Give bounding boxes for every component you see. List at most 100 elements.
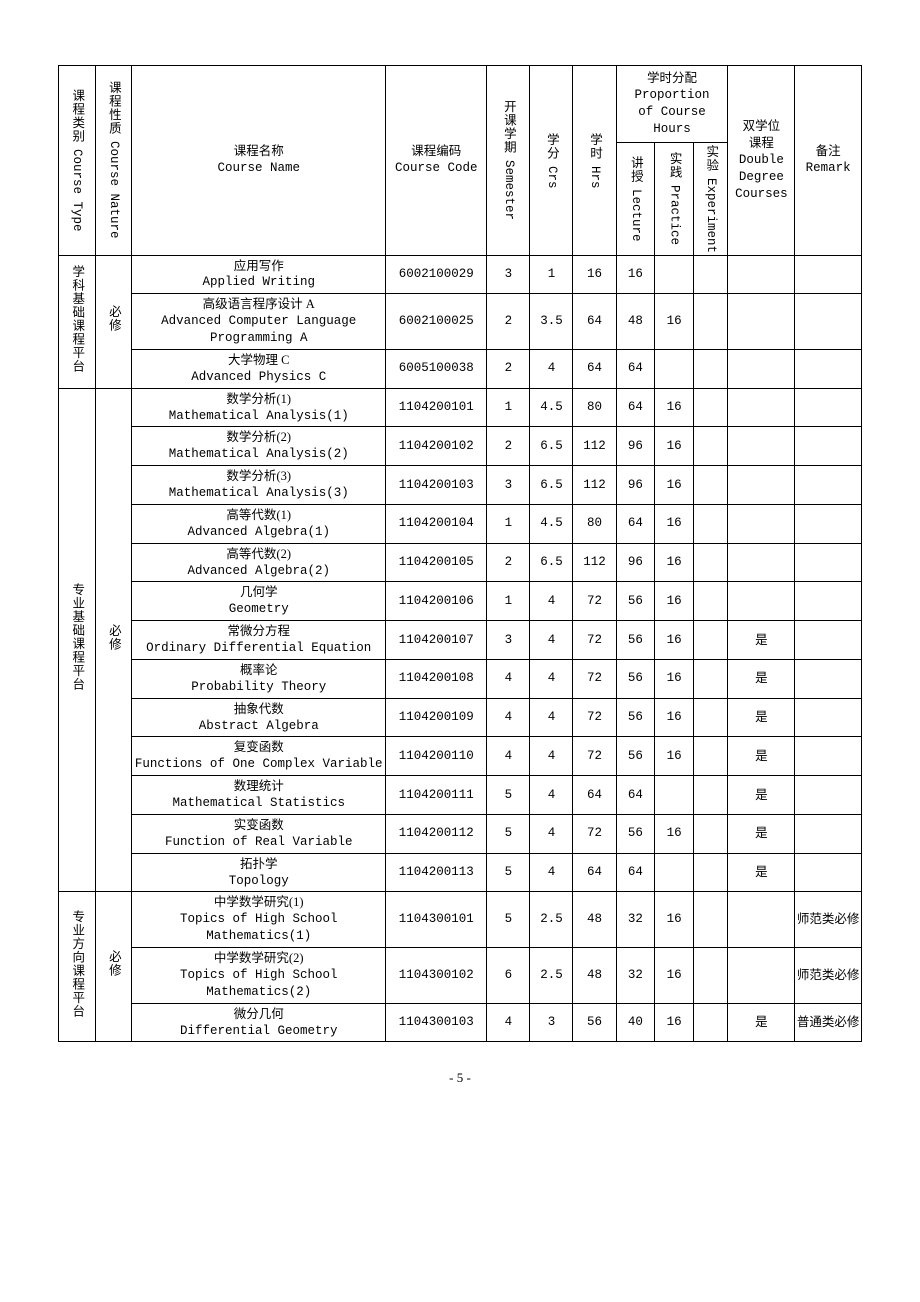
cell-semester: 5 (487, 853, 530, 892)
hdr-hrs: 学时 Hrs (573, 66, 616, 256)
cell-remark (795, 698, 862, 737)
cell-double-degree (728, 466, 795, 505)
cell-crs: 3 (530, 1003, 573, 1042)
cell-practice: 16 (655, 466, 694, 505)
cell-crs: 4 (530, 349, 573, 388)
cell-crs: 4 (530, 659, 573, 698)
table-row: 实变函数Function of Real Variable11042001125… (59, 814, 862, 853)
cell-hrs: 48 (573, 948, 616, 1004)
course-type-label: 专业基础课程平台 (68, 583, 85, 691)
table-row: 高级语言程序设计 AAdvanced Computer Language Pro… (59, 294, 862, 350)
cell-course-code: 1104200111 (386, 776, 487, 815)
cell-remark (795, 853, 862, 892)
cell-lecture: 16 (616, 255, 655, 294)
table-row: 抽象代数Abstract Algebra110420010944725616是 (59, 698, 862, 737)
cell-experiment (694, 948, 728, 1004)
cell-experiment (694, 659, 728, 698)
cell-practice: 16 (655, 582, 694, 621)
cell-lecture: 96 (616, 466, 655, 505)
cell-practice: 16 (655, 1003, 694, 1042)
cell-lecture: 56 (616, 737, 655, 776)
cell-course-code: 6005100038 (386, 349, 487, 388)
cell-course-name: 高级语言程序设计 AAdvanced Computer Language Pro… (132, 294, 386, 350)
cell-crs: 6.5 (530, 543, 573, 582)
cell-course-name: 数学分析(2)Mathematical Analysis(2) (132, 427, 386, 466)
cell-practice (655, 349, 694, 388)
cell-course-nature: 必修 (95, 388, 132, 892)
cell-course-code: 1104200101 (386, 388, 487, 427)
hdr-semester: 开课学期 Semester (487, 66, 530, 256)
cell-course-code: 6002100029 (386, 255, 487, 294)
cell-double-degree (728, 948, 795, 1004)
cell-double-degree (728, 255, 795, 294)
cell-crs: 4 (530, 698, 573, 737)
course-name-cn: 拓扑学 (133, 856, 384, 873)
cell-experiment (694, 814, 728, 853)
table-body: 学科基础课程平台必修应用写作Applied Writing60021000293… (59, 255, 862, 1042)
cell-semester: 5 (487, 814, 530, 853)
cell-double-degree: 是 (728, 659, 795, 698)
cell-remark (795, 776, 862, 815)
table-row: 大学物理 CAdvanced Physics C6005100038246464 (59, 349, 862, 388)
cell-experiment (694, 255, 728, 294)
course-name-en: Differential Geometry (133, 1023, 384, 1040)
course-name-en: Geometry (133, 601, 384, 618)
hdr-course-type: 课程类别 Course Type (59, 66, 96, 256)
cell-hrs: 16 (573, 255, 616, 294)
cell-hrs: 112 (573, 543, 616, 582)
cell-remark: 师范类必修 (795, 948, 862, 1004)
cell-double-degree: 是 (728, 853, 795, 892)
cell-double-degree: 是 (728, 814, 795, 853)
table-row: 微分几何Differential Geometry110430010343564… (59, 1003, 862, 1042)
cell-practice (655, 255, 694, 294)
cell-semester: 2 (487, 349, 530, 388)
cell-course-code: 1104200109 (386, 698, 487, 737)
cell-hrs: 72 (573, 814, 616, 853)
cell-semester: 4 (487, 737, 530, 776)
table-row: 数学分析(3)Mathematical Analysis(3)110420010… (59, 466, 862, 505)
course-name-cn: 数学分析(2) (133, 429, 384, 446)
cell-course-code: 1104200106 (386, 582, 487, 621)
cell-lecture: 56 (616, 621, 655, 660)
cell-course-name: 高等代数(1)Advanced Algebra(1) (132, 504, 386, 543)
cell-course-type: 专业方向课程平台 (59, 892, 96, 1042)
cell-crs: 4 (530, 814, 573, 853)
cell-experiment (694, 349, 728, 388)
cell-course-name: 实变函数Function of Real Variable (132, 814, 386, 853)
course-name-cn: 应用写作 (133, 258, 384, 275)
cell-lecture: 64 (616, 853, 655, 892)
cell-practice: 16 (655, 892, 694, 948)
cell-experiment (694, 892, 728, 948)
cell-experiment (694, 504, 728, 543)
cell-lecture: 40 (616, 1003, 655, 1042)
cell-course-code: 1104200107 (386, 621, 487, 660)
cell-double-degree: 是 (728, 698, 795, 737)
cell-experiment (694, 466, 728, 505)
course-name-cn: 抽象代数 (133, 701, 384, 718)
hdr-crs: 学分 Crs (530, 66, 573, 256)
course-name-cn: 几何学 (133, 584, 384, 601)
cell-double-degree (728, 543, 795, 582)
cell-crs: 2.5 (530, 948, 573, 1004)
cell-remark (795, 388, 862, 427)
cell-lecture: 64 (616, 504, 655, 543)
cell-remark (795, 737, 862, 776)
course-name-cn: 数理统计 (133, 778, 384, 795)
cell-remark (795, 659, 862, 698)
cell-practice: 16 (655, 543, 694, 582)
cell-crs: 4 (530, 582, 573, 621)
course-nature-label: 必修 (105, 950, 122, 977)
cell-experiment (694, 427, 728, 466)
cell-semester: 3 (487, 621, 530, 660)
course-name-cn: 实变函数 (133, 817, 384, 834)
table-row: 专业方向课程平台必修中学数学研究(1)Topics of High School… (59, 892, 862, 948)
cell-practice: 16 (655, 427, 694, 466)
course-name-en: Topics of High School Mathematics(1) (133, 911, 384, 945)
course-type-label: 专业方向课程平台 (68, 910, 85, 1018)
cell-crs: 4 (530, 621, 573, 660)
table-row: 概率论Probability Theory110420010844725616是 (59, 659, 862, 698)
cell-remark: 普通类必修 (795, 1003, 862, 1042)
course-name-cn: 中学数学研究(1) (133, 894, 384, 911)
course-name-cn: 高等代数(1) (133, 507, 384, 524)
table-row: 拓扑学Topology1104200113546464是 (59, 853, 862, 892)
